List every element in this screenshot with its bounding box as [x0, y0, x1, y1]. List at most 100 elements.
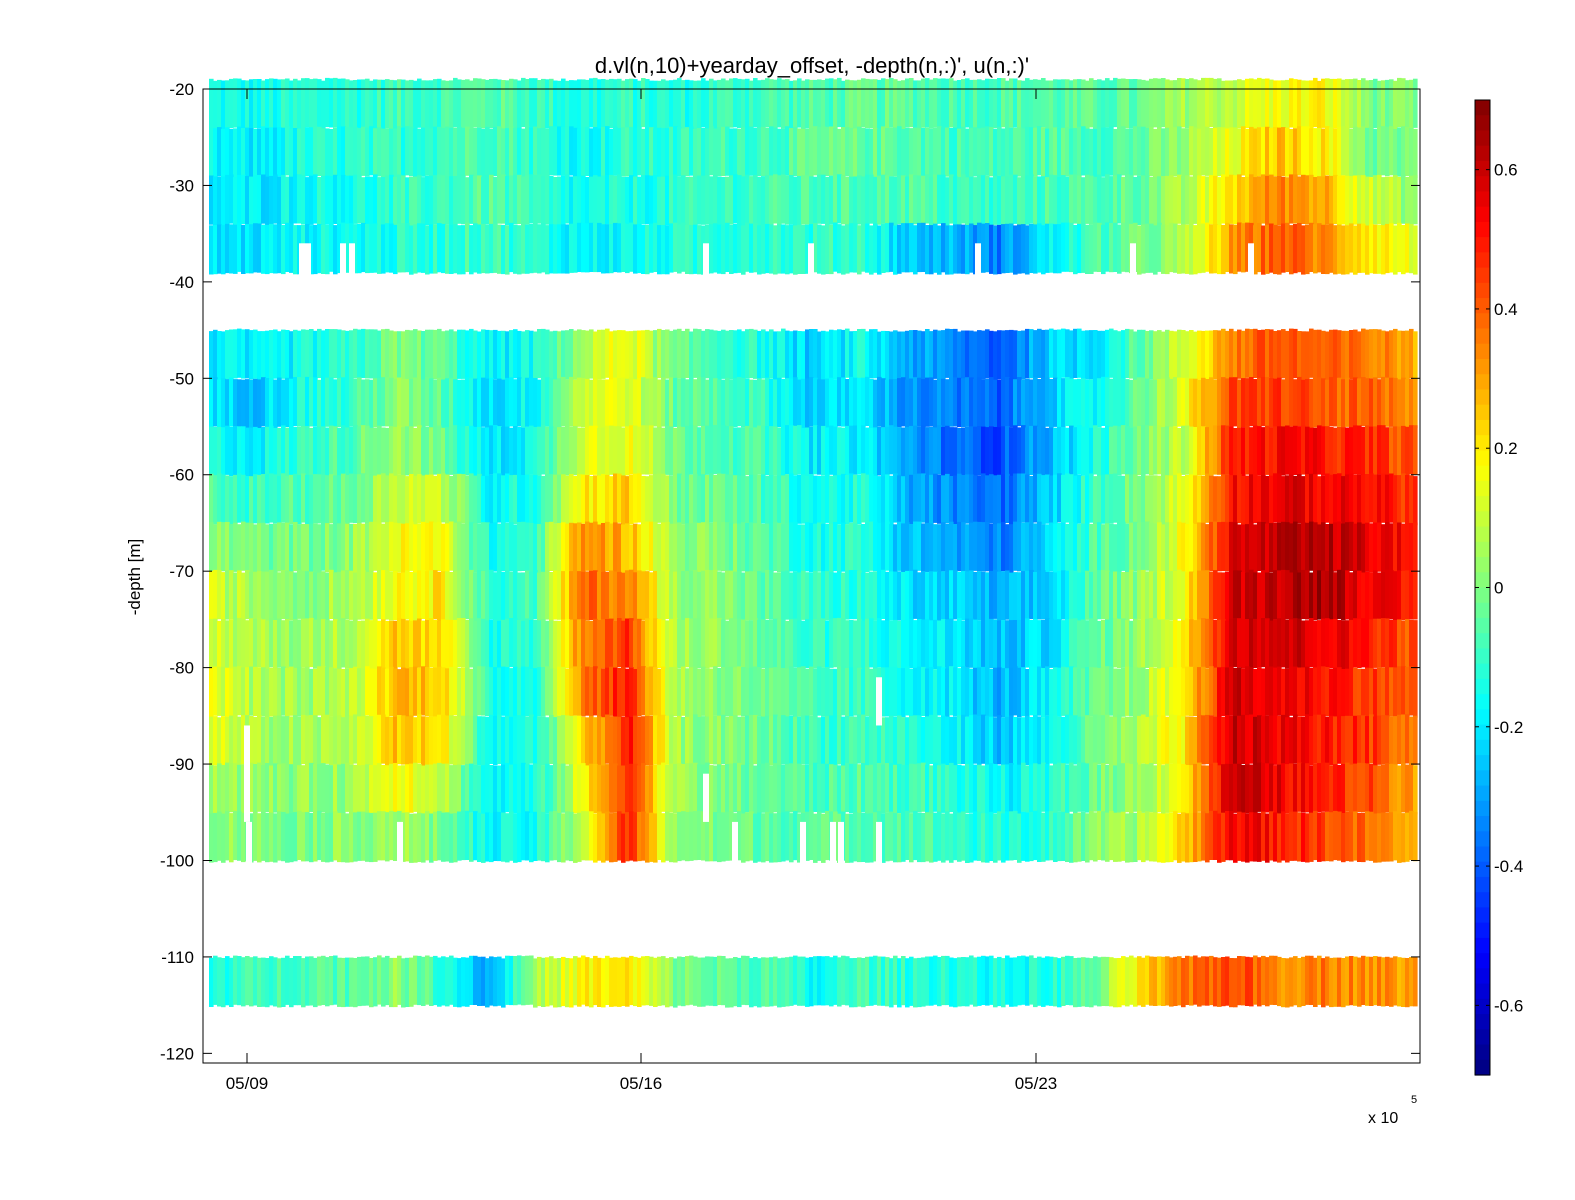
heatmap-cell [741, 331, 746, 381]
heatmap-cell [209, 618, 214, 669]
heatmap-cell [1077, 716, 1082, 766]
heatmap-cell [733, 224, 738, 274]
heatmap-cell [1197, 619, 1202, 669]
heatmap-cell [933, 427, 938, 477]
heatmap-cell [857, 667, 862, 717]
heatmap-cell [1097, 522, 1102, 572]
heatmap-cell [213, 329, 218, 379]
heatmap-cell [393, 522, 398, 572]
heatmap-cell [665, 425, 670, 475]
heatmap-cell [781, 328, 786, 378]
heatmap-cell [609, 224, 614, 274]
heatmap-cell [1165, 813, 1170, 863]
heatmap-cell [1341, 716, 1346, 766]
heatmap-cell [701, 376, 706, 427]
heatmap-cell [1073, 379, 1078, 429]
heatmap-cell [493, 78, 498, 129]
heatmap-cell [701, 522, 706, 572]
heatmap-cell [1209, 475, 1214, 525]
heatmap-cell [689, 715, 694, 765]
heatmap-cell [405, 126, 410, 176]
heatmap-cell [353, 714, 358, 764]
heatmap-cell [1133, 762, 1138, 812]
heatmap-cell [241, 572, 246, 622]
heatmap-cell [473, 523, 478, 573]
heatmap-cell [1105, 812, 1110, 862]
heatmap-cell [1029, 379, 1034, 429]
heatmap-cell [601, 668, 606, 718]
heatmap-cell [625, 176, 630, 227]
heatmap-cell [1381, 618, 1386, 668]
heatmap-cell [213, 80, 218, 130]
heatmap-cell [333, 524, 338, 574]
heatmap-cell [885, 128, 890, 178]
heatmap-cell [601, 175, 606, 225]
heatmap-cell [1229, 328, 1234, 378]
heatmap-cell [1161, 176, 1166, 226]
heatmap-cell [789, 522, 794, 572]
heatmap-cell [901, 129, 906, 179]
heatmap-cell [1233, 570, 1238, 620]
heatmap-cell [833, 475, 838, 525]
heatmap-cell [885, 223, 890, 273]
heatmap-cell [1121, 475, 1126, 525]
heatmap-cell [1201, 570, 1206, 620]
heatmap-cell [517, 715, 522, 765]
heatmap-cell [1193, 620, 1198, 670]
heatmap-cell [1313, 474, 1318, 524]
heatmap-cell [473, 426, 478, 477]
heatmap-cell [1117, 331, 1122, 381]
heatmap-cell [317, 126, 322, 176]
heatmap-cell [885, 571, 890, 621]
heatmap-cell [1381, 126, 1386, 176]
heatmap-cell [1201, 126, 1206, 176]
heatmap-cell [321, 619, 326, 669]
heatmap-cell [521, 176, 526, 226]
heatmap-cell [425, 225, 430, 275]
heatmap-cell [489, 128, 494, 178]
heatmap-cell [829, 377, 834, 427]
heatmap-cell [785, 175, 790, 225]
heatmap-cell [817, 763, 822, 814]
heatmap-cell [317, 176, 322, 227]
heatmap-cell [693, 224, 698, 274]
heatmap-cell [1177, 174, 1182, 224]
heatmap-cell [889, 715, 894, 765]
heatmap-cell [1041, 78, 1046, 128]
heatmap-cell [589, 379, 594, 429]
heatmap-cell [265, 426, 270, 476]
heatmap-cell [733, 571, 738, 621]
heatmap-cell [1105, 377, 1110, 427]
heatmap-cell [577, 957, 582, 1007]
heatmap-cell [853, 377, 858, 427]
heatmap-cell [1109, 426, 1114, 476]
heatmap-cell [1021, 128, 1026, 178]
heatmap-cell [309, 474, 314, 524]
heatmap-cell [1169, 175, 1174, 225]
heatmap-cell [709, 522, 714, 572]
heatmap-cell [285, 377, 290, 427]
heatmap-cell [613, 763, 618, 813]
heatmap-cell [1045, 223, 1050, 273]
heatmap-cell [973, 475, 978, 525]
heatmap-cell [769, 126, 774, 176]
heatmap-cell [273, 379, 278, 429]
heatmap-cell [717, 715, 722, 765]
heatmap-cell [697, 427, 702, 477]
heatmap-cell [549, 378, 554, 428]
heatmap-cell [1073, 765, 1078, 815]
heatmap-cell [761, 619, 766, 669]
heatmap-cell [1125, 426, 1130, 476]
heatmap-cell [957, 812, 962, 862]
heatmap-cell [801, 331, 806, 381]
colorbar-segment [1475, 663, 1490, 680]
heatmap-cell [465, 177, 470, 227]
heatmap-cell [1025, 715, 1030, 766]
heatmap-cell [561, 126, 566, 176]
heatmap-cell [1109, 523, 1114, 573]
heatmap-cell [825, 810, 830, 861]
heatmap-cell [357, 224, 362, 274]
heatmap-cell [373, 668, 378, 719]
heatmap-cell [1357, 812, 1362, 862]
heatmap-cell [629, 763, 634, 813]
